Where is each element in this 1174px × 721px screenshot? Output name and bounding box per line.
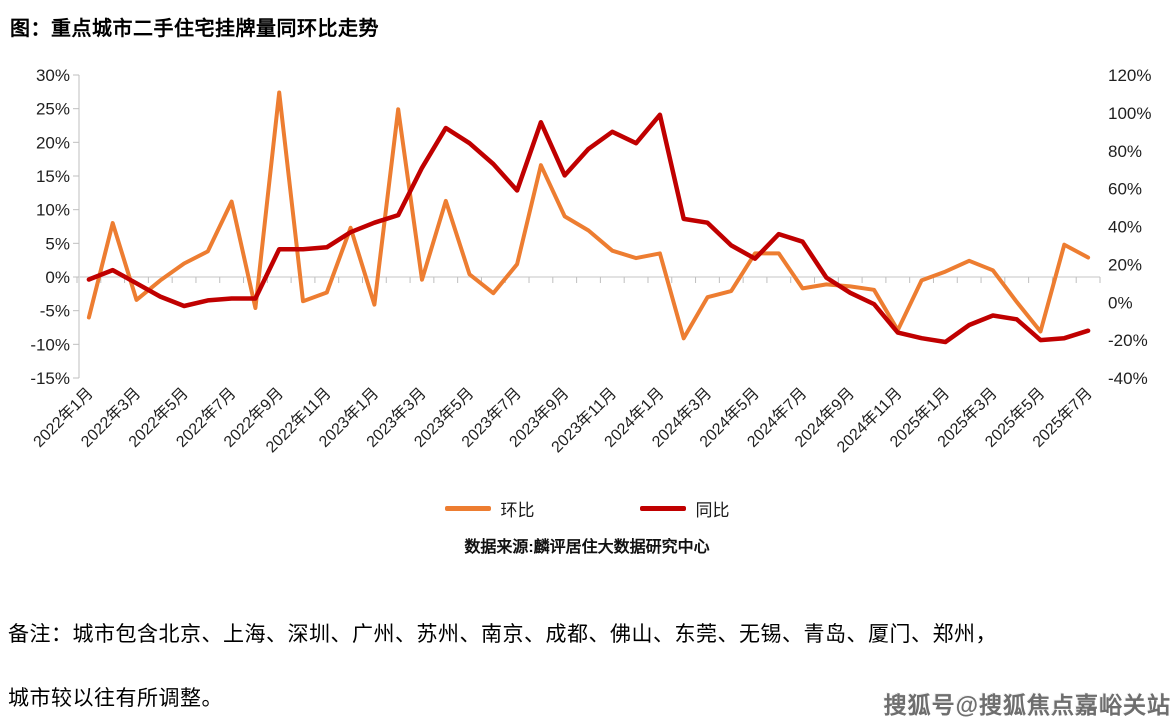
- legend: 环比 同比: [0, 496, 1174, 521]
- y-axis-left-tick-label: -10%: [30, 335, 70, 354]
- y-axis-right-tick-label: 40%: [1108, 218, 1142, 237]
- y-axis-left-tick-label: -15%: [30, 369, 70, 388]
- y-axis-left-tick-label: -5%: [40, 302, 70, 321]
- y-axis-right-tick-label: 80%: [1108, 142, 1142, 161]
- y-axis-right-tick-label: -40%: [1108, 369, 1148, 388]
- y-axis-right-tick-label: 20%: [1108, 255, 1142, 274]
- mom-line-swatch: [444, 506, 491, 511]
- legend-item-mom: 环比: [444, 496, 535, 521]
- chart-canvas: 30% 25% 20% 15% 10% 5% 0% -5% -10% -15% 120% 100% 80…: [30, 66, 1152, 456]
- watermark: 搜狐号@搜狐焦点嘉峪关站: [883, 692, 1171, 718]
- y-axis-left-tick-label: 25%: [36, 100, 70, 119]
- y-axis-right-tick-label: -20%: [1108, 331, 1148, 350]
- yoy-line-swatch: [639, 506, 686, 511]
- legend-label-mom: 环比: [500, 501, 535, 520]
- y-axis-left-tick-label: 20%: [36, 133, 70, 152]
- y-axis-left-tick-label: 0%: [45, 268, 70, 287]
- y-axis-right-tick-label: 60%: [1108, 180, 1142, 199]
- y-axis-left-tick-label: 30%: [36, 66, 70, 85]
- chart-title: 图：重点城市二手住宅挂牌量同环比走势: [10, 18, 379, 40]
- y-axis-left-tick-label: 15%: [36, 167, 70, 186]
- x-axis-labels: 2022年1月2022年3月2022年5月2022年7月2022年9月2022年…: [30, 384, 1096, 456]
- axes: [73, 74, 1101, 379]
- y-axis-left-labels: 30% 25% 20% 15% 10% 5% 0% -5% -10% -15%: [30, 66, 70, 388]
- y-axis-right-tick-label: 100%: [1108, 104, 1151, 123]
- legend-item-yoy: 同比: [639, 496, 730, 521]
- footnote-line-1: 备注：城市包含北京、上海、深圳、广州、苏州、南京、成都、佛山、东莞、无锡、青岛、…: [8, 622, 997, 646]
- y-axis-right-tick-label: 0%: [1108, 293, 1133, 312]
- y-axis-left-tick-label: 10%: [36, 201, 70, 220]
- y-axis-left-tick-label: 5%: [45, 234, 70, 253]
- yoy-series-line: [86, 112, 1091, 345]
- legend-label-yoy: 同比: [695, 501, 730, 520]
- data-source-caption: 数据来源:麟评居住大数据研究中心: [464, 539, 710, 556]
- y-axis-right-labels: 120% 100% 80% 60% 40% 20% 0% -20% -40%: [1108, 66, 1151, 388]
- footnote-line-2: 城市较以往有所调整。: [8, 686, 223, 710]
- y-axis-right-tick-label: 120%: [1108, 66, 1151, 85]
- mom-series-line: [86, 90, 1091, 341]
